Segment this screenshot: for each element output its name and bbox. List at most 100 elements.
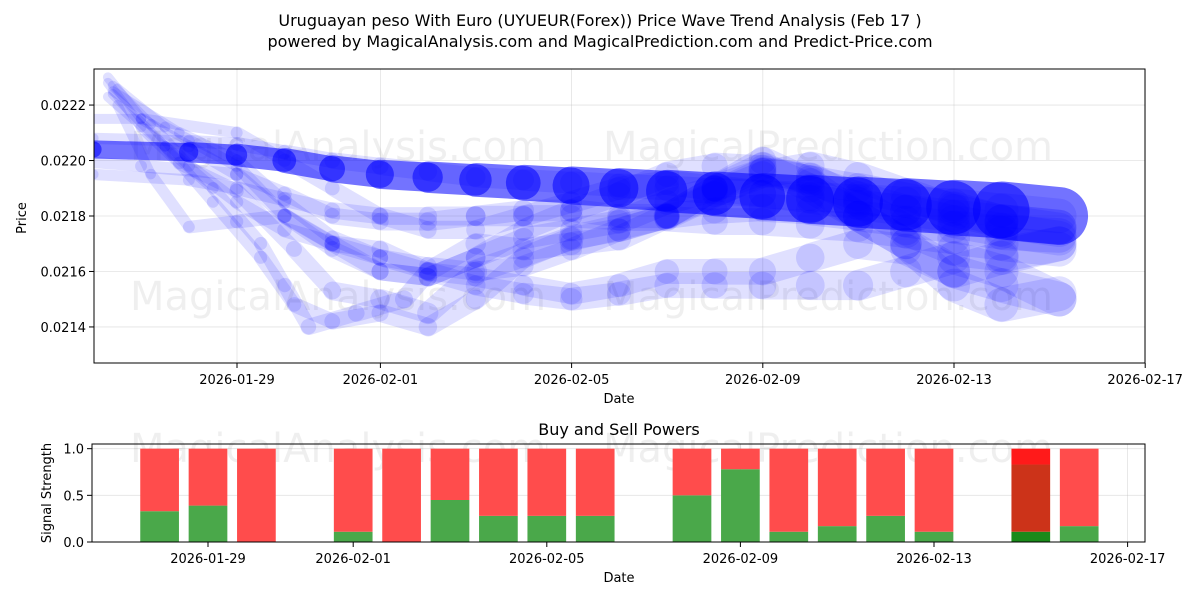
wave-2-segment-10 (512, 232, 583, 261)
wave-12-segment-0 (107, 80, 156, 130)
sell-bar-5 (430, 448, 470, 500)
wave-12-segment-9 (512, 282, 583, 311)
buy-bar-13 (866, 515, 905, 542)
price-x-tick-0: 2026-01-29 (199, 373, 275, 388)
wave-4-segment-6 (419, 262, 486, 287)
wave-10-segment-12 (654, 205, 728, 235)
buy-sell-x-tick-0: 2026-01-29 (170, 552, 246, 567)
price-x-label: Date (603, 392, 634, 407)
wave-6-segment-0 (107, 88, 171, 152)
wave-6-segment-18 (937, 268, 1019, 322)
price-x-tick-5: 2026-02-17 (1107, 373, 1183, 388)
wave-4-segment-2 (230, 154, 292, 209)
sell-bar-10 (721, 448, 760, 470)
wave-7-segment-7 (466, 256, 534, 282)
sell-bar-9 (672, 448, 712, 496)
buy-sell-y-tick-1: 0.5 (63, 489, 84, 504)
wave-6-segment-8 (465, 247, 534, 310)
wave-2-segment-5 (300, 304, 365, 336)
wave-2-segment-7 (394, 262, 438, 309)
wave-5-segment-6 (371, 262, 438, 286)
watermark-3: MagicalAnalysis.com (130, 274, 546, 320)
chart-subtitle: powered by MagicalAnalysis.com and Magic… (267, 32, 932, 51)
wave-11-segment-5 (371, 207, 437, 239)
wave-7-segment-0 (112, 83, 171, 133)
wave-12-segment-7 (418, 261, 486, 295)
wave-4-segment-10 (607, 259, 680, 298)
wave-6-segment-4 (286, 297, 341, 329)
watermark-4: MagicalPrediction.com (603, 274, 1053, 320)
wave-10-segment-2 (182, 173, 244, 195)
wave-2-segment-11 (559, 226, 632, 256)
buy-sell-plot-frame (91, 443, 1146, 543)
sell-bar-0 (140, 448, 179, 512)
price-x-tick-4: 2026-02-13 (916, 373, 992, 388)
buy-sell-x-tick-5: 2026-02-17 (1090, 552, 1166, 567)
buy-sell-y-label: Signal Strength (40, 443, 55, 543)
buy-sell-title: Buy and Sell Powers (538, 420, 700, 439)
wave-4-segment-3 (277, 195, 340, 246)
wave-7-segment-5 (371, 249, 437, 275)
main-wave-segment-19 (972, 181, 1089, 245)
sell-bar-8 (575, 448, 615, 516)
buy-bar-11 (769, 531, 809, 542)
buy-sell-x-tick-3: 2026-02-09 (703, 552, 779, 567)
wave-12-segment-2 (182, 159, 244, 209)
wave-12-segment-5 (324, 235, 389, 258)
wave-4-segment-15 (843, 228, 922, 265)
wave-3-segment-10 (560, 210, 631, 242)
wave-4-segment-5 (371, 249, 437, 280)
wave-12-segment-8 (465, 275, 534, 304)
wave-1-segment-2 (172, 156, 244, 198)
wave-6-segment-7 (418, 289, 486, 337)
sell-bar-14 (914, 448, 954, 532)
wave-9-segment-2 (182, 134, 244, 151)
wave-12-segment-3 (230, 195, 292, 237)
wave-12-segment-6 (371, 240, 438, 281)
sell-bar-11 (769, 448, 809, 532)
buy-bar-0 (140, 511, 179, 542)
price-y-tick-1: 0.0216 (41, 265, 87, 280)
wave-3-segment-9 (512, 219, 583, 250)
wave-5-segment-3 (230, 167, 292, 223)
wave-8-segment-8 (465, 200, 534, 227)
buy-bar-7 (527, 515, 567, 542)
chart-title: Uruguayan peso With Euro (UYUEUR(Forex))… (278, 11, 921, 30)
watermark-2: MagicalPrediction.com (603, 124, 1053, 170)
wave-2-segment-19 (937, 240, 1019, 289)
wave-8-segment-7 (418, 206, 486, 232)
buy-sell-bars (140, 448, 1099, 542)
wave-1-segment-6 (370, 289, 439, 324)
wave-8-segment-5 (324, 207, 389, 230)
buy-bar-5 (430, 500, 470, 542)
wave-4-segment-16 (890, 233, 970, 288)
wave-11-segment-8 (513, 191, 583, 227)
sell-bar-1 (188, 448, 228, 506)
price-y-label: Price (15, 202, 30, 234)
wave-6-segment-11 (607, 203, 680, 243)
wave-7-segment-3 (277, 208, 340, 251)
wave-7-segment-4 (324, 235, 389, 266)
wave-2-segment-8 (418, 233, 486, 282)
wave-9-segment-1 (94, 132, 195, 147)
wave-12-segment-19 (984, 254, 1077, 317)
price-y-tick-2: 0.0218 (41, 210, 87, 225)
wave-5-segment-0 (102, 72, 147, 124)
wave-2-segment-6 (347, 290, 414, 322)
sell-bar-2 (237, 448, 276, 542)
wave-2-segment-2 (206, 182, 268, 250)
wave-10-segment-19 (984, 226, 1077, 267)
wave-10-segment-17 (890, 216, 971, 255)
wave-2-segment-18 (890, 227, 971, 288)
wave-1-segment-9 (558, 203, 681, 251)
wave-7-segment-6 (419, 256, 486, 281)
sell-bar-6 (479, 448, 518, 516)
wave-7-segment-9 (560, 218, 631, 261)
wave-4-segment-7 (466, 267, 534, 296)
buy-sell-axes: 2026-01-29 2026-02-01 2026-02-05 2026-02-09… (63, 443, 1165, 567)
wave-1-segment-3 (229, 183, 302, 257)
wave-4-segment-14 (796, 229, 873, 273)
wave-5-segment-7 (418, 248, 486, 287)
wave-4-segment-0 (107, 86, 185, 138)
